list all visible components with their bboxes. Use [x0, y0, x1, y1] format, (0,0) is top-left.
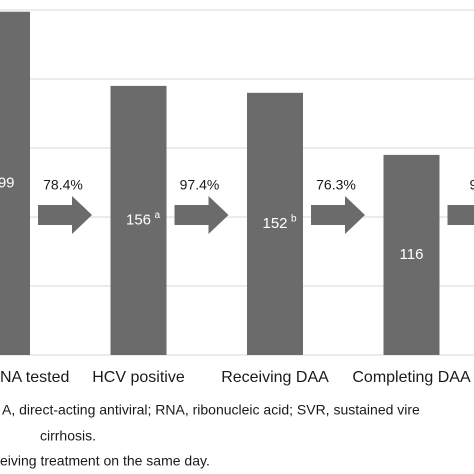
x-tick-label: Completing DAA: [352, 369, 471, 386]
x-tick-label: HCV positive: [92, 369, 185, 386]
bar: [0, 11, 30, 355]
bar: [383, 154, 440, 355]
bar: [110, 85, 167, 356]
value-label: 199: [0, 174, 15, 191]
flow-arrow: [38, 196, 92, 234]
value-superscript: b: [291, 214, 297, 225]
flow-arrow: [311, 196, 365, 234]
conversion-label: 97.4%: [180, 177, 220, 193]
conversion-label: 99: [470, 177, 474, 193]
flow-arrow: [447, 205, 474, 225]
flow-arrow: [174, 196, 229, 234]
footnote: A, direct-acting antiviral; RNA, ribonuc…: [2, 402, 420, 418]
footnote: cirrhosis.: [40, 428, 96, 444]
value-label: 116: [400, 246, 424, 263]
value-label: 156: [126, 211, 151, 228]
x-tick-label: Receiving DAA: [221, 369, 329, 386]
conversion-label: 78.4%: [43, 177, 83, 193]
value-label: 152: [262, 215, 287, 232]
footnote: eiving treatment on the same day.: [0, 453, 210, 469]
conversion-label: 76.3%: [316, 177, 356, 193]
value-superscript: a: [155, 210, 161, 221]
bar: [247, 92, 303, 356]
x-tick-label: NA tested: [0, 369, 69, 386]
